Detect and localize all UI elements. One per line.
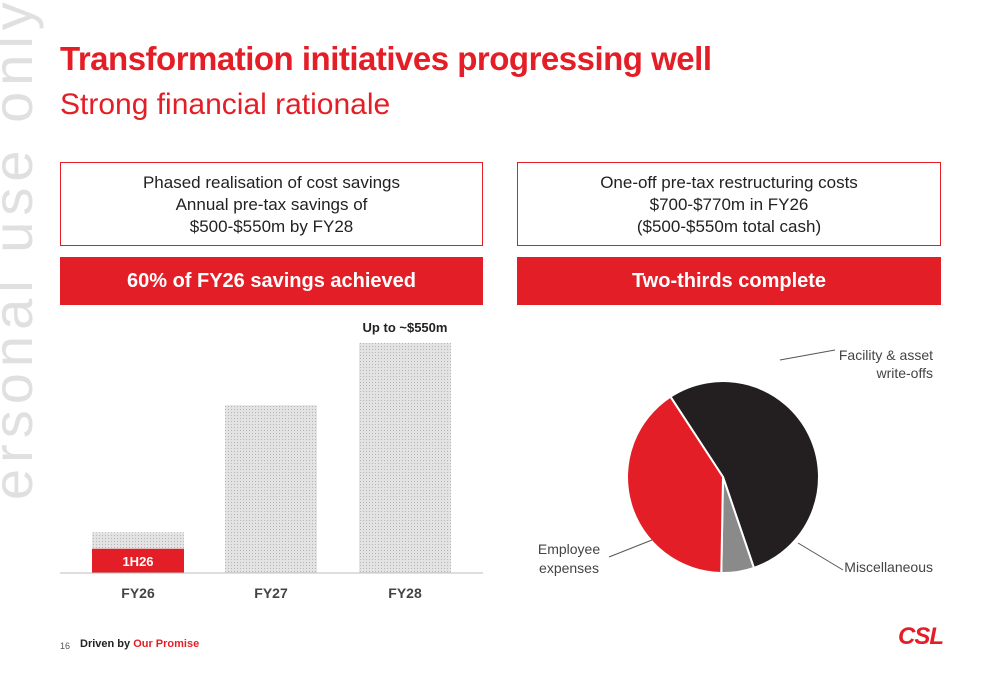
savings-achieved-band: 60% of FY26 savings achieved xyxy=(60,257,483,305)
slide-title: Transformation initiatives progressing w… xyxy=(60,40,712,77)
pie-slice-2 xyxy=(626,395,725,574)
cost-savings-line-2: Annual pre-tax savings of xyxy=(175,195,368,214)
footer-tagline: Driven by Our Promise xyxy=(80,638,199,650)
cost-savings-line-3: $500-$550m by FY28 xyxy=(189,217,354,236)
watermark: ersonal use only xyxy=(0,0,44,500)
restructuring-line-3: ($500-$550m total cash) xyxy=(636,217,822,236)
restructuring-line-2: $700-$770m in FY26 xyxy=(649,195,809,214)
bar-fy27 xyxy=(225,405,317,573)
tick-label-fy28: FY28 xyxy=(388,585,422,601)
label-miscellaneous: Miscellaneous xyxy=(844,559,933,575)
page-number: 16 xyxy=(60,641,71,651)
leader-line-misc xyxy=(797,542,844,571)
restructuring-line-1: One-off pre-tax restructuring costs xyxy=(600,173,858,192)
label-employee-line-1: Employee xyxy=(538,541,600,557)
tick-label-fy27: FY27 xyxy=(254,585,288,601)
slide-subtitle: Strong financial rationale xyxy=(60,88,391,121)
leader-line-employee xyxy=(608,539,653,558)
fy28-annotation: Up to ~$550m xyxy=(363,320,448,335)
pie-slice-0 xyxy=(669,380,820,570)
label-facility-line-2: write-offs xyxy=(875,365,933,381)
leader-line-facility xyxy=(779,349,836,361)
restructuring-pie-chart: Facility & asset write-offs Miscellaneou… xyxy=(538,347,933,576)
tagline-prefix: Driven by xyxy=(80,638,134,650)
savings-bar-chart: FY26 FY27 FY28 1H26 Up to ~$550m xyxy=(60,320,483,601)
cost-savings-line-1: Phased realisation of cost savings xyxy=(142,173,401,192)
achieved-label: 1H26 xyxy=(122,554,153,569)
tick-label-fy26: FY26 xyxy=(121,585,155,601)
bar-fy28 xyxy=(359,343,451,573)
label-employee-line-2: expenses xyxy=(539,560,599,576)
label-facility-line-1: Facility & asset xyxy=(839,347,933,363)
bar-achieved-1h26 xyxy=(92,548,184,573)
restructuring-costs-box: One-off pre-tax restructuring costs $700… xyxy=(517,162,941,246)
cost-savings-box: Phased realisation of cost savings Annua… xyxy=(60,162,483,246)
csl-logo: CSL xyxy=(898,623,944,650)
two-thirds-complete-band: Two-thirds complete xyxy=(517,257,941,305)
tagline-highlight: Our Promise xyxy=(133,638,200,650)
